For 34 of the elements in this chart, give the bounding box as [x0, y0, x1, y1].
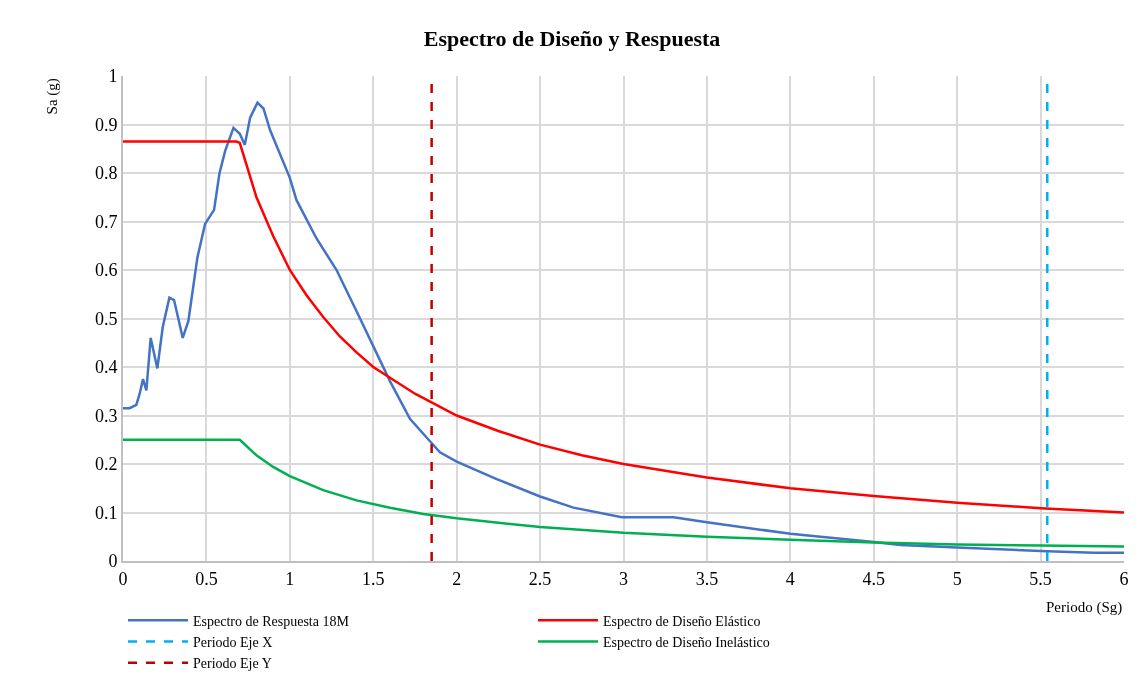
- x-tick-label: 2: [452, 568, 462, 589]
- x-tick-label: 3.5: [695, 568, 719, 589]
- y-tick-label: 0.8: [94, 163, 118, 184]
- x-tick-label: 6: [1119, 568, 1129, 589]
- x-tick-label: 1.5: [362, 568, 385, 589]
- legend-label: Periodo Eje X: [193, 634, 273, 650]
- y-axis-title: Sa (g): [44, 78, 62, 115]
- y-tick-label: 0.3: [94, 405, 118, 426]
- x-axis-title: Periodo (Sg): [1046, 599, 1123, 616]
- y-tick-label: 0.2: [94, 454, 118, 475]
- x-tick-label: 5.5: [1029, 568, 1052, 589]
- line-series: [123, 101, 1124, 555]
- x-tick-label: 1: [285, 568, 295, 589]
- y-tick-label: 0.5: [94, 308, 118, 329]
- y-tick-label: 0.1: [94, 502, 118, 523]
- chart-title: Espectro de Diseño y Respuesta: [423, 26, 721, 52]
- line-series: [123, 438, 1124, 548]
- y-tick-label: 0.4: [94, 357, 118, 378]
- legend-label: Espectro de Diseño Elástico: [603, 613, 761, 629]
- y-tick-label: 1: [108, 66, 118, 87]
- x-tick-label: 3: [619, 568, 628, 589]
- x-tick-label: 0.5: [195, 568, 218, 589]
- y-tick-label: 0.9: [94, 114, 118, 135]
- x-tick-label: 5: [952, 568, 962, 589]
- legend-label: Espectro de Diseño Inelástico: [603, 634, 770, 650]
- x-tick-label: 4: [785, 568, 795, 589]
- y-tick-label: 0.7: [94, 211, 118, 232]
- y-tick-label: 0.6: [94, 260, 118, 281]
- legend-label: Espectro de Respuesta 18M: [193, 613, 350, 629]
- x-tick-label: 2.5: [528, 568, 552, 589]
- x-tick-label: 4.5: [862, 568, 885, 589]
- y-tick-label: 0: [108, 551, 118, 572]
- legend-label: Periodo Eje Y: [193, 656, 272, 672]
- line-series: [123, 140, 1124, 514]
